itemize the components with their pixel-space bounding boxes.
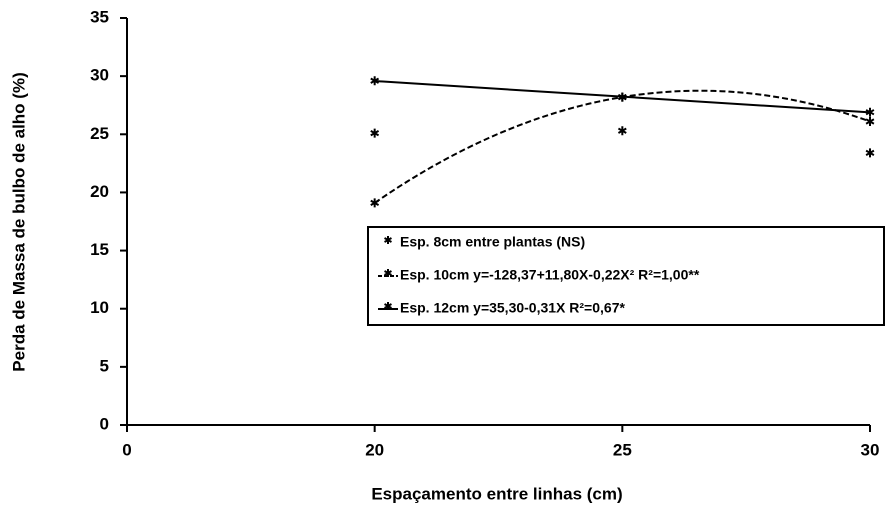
point-marker: [370, 76, 380, 86]
legend-marker: [384, 269, 392, 277]
y-tick-label: 20: [90, 182, 109, 201]
y-axis-title: Perda de Massa de bulbo de alho (%): [9, 72, 28, 371]
y-tick-label: 35: [90, 7, 109, 26]
y-tick-label: 5: [100, 356, 109, 375]
legend-marker: [384, 302, 392, 310]
legend-label: Esp. 8cm entre plantas (NS): [400, 234, 585, 250]
x-tick-label: 20: [365, 440, 384, 459]
y-tick-label: 25: [90, 124, 109, 143]
y-tick-label: 0: [100, 414, 109, 433]
x-tick-label: 30: [861, 440, 880, 459]
y-tick-label: 10: [90, 298, 109, 317]
legend-marker: [384, 236, 392, 244]
point-marker: [370, 128, 380, 138]
x-tick-label: 0: [122, 440, 131, 459]
point-marker: [370, 198, 380, 208]
y-tick-label: 30: [90, 66, 109, 85]
point-marker: [617, 126, 627, 136]
legend-label: Esp. 10cm y=-128,37+11,80X-0,22X² R²=1,0…: [400, 267, 700, 283]
legend-box: [367, 226, 885, 326]
point-marker: [865, 107, 875, 117]
point-marker: [865, 116, 875, 126]
point-marker: [865, 148, 875, 158]
x-tick-label: 25: [613, 440, 632, 459]
legend-label: Esp. 12cm y=35,30-0,31X R²=0,67*: [400, 300, 625, 316]
y-tick-label: 15: [90, 240, 109, 259]
point-marker: [617, 92, 627, 102]
x-axis-title: Espaçamento entre linhas (cm): [371, 484, 622, 503]
